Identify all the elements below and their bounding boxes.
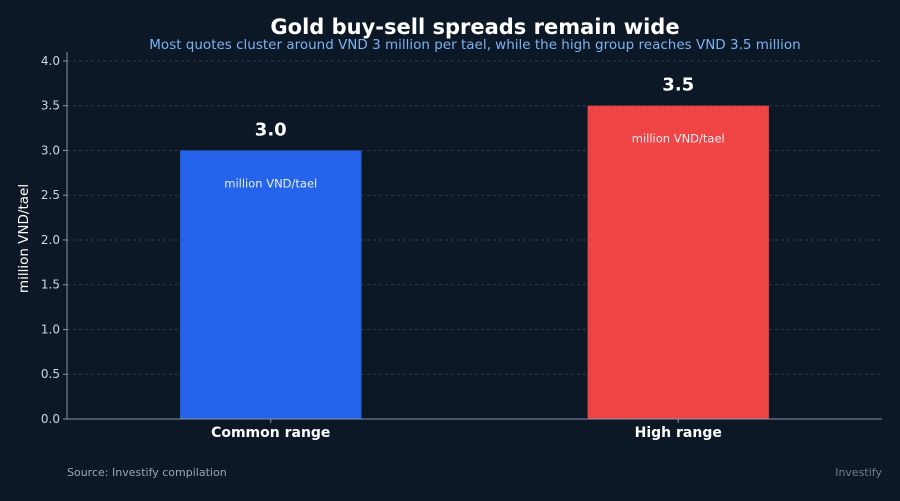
y-tick-label: 1.5 — [41, 278, 60, 292]
bars: 3.0 million VND/tael Common range 3.5 millio… — [180, 75, 769, 441]
bar — [587, 105, 769, 420]
y-tick-label: 0.5 — [41, 367, 60, 381]
y-tick-label: 3.5 — [41, 99, 60, 113]
x-tick-label: High range — [635, 425, 722, 441]
bar-value-label: 3.0 — [255, 119, 287, 140]
chart-subtitle: Most quotes cluster around VND 3 million… — [149, 37, 800, 53]
bar — [180, 150, 362, 419]
y-tick-label: 0.0 — [41, 412, 60, 426]
y-tick-label: 3.0 — [41, 143, 60, 157]
y-axis-title: million VND/tael — [16, 184, 32, 293]
y-tick-label: 4.0 — [41, 54, 60, 68]
y-tick-label: 2.5 — [41, 188, 60, 202]
y-tick-label: 2.0 — [41, 233, 60, 247]
bar-unit-label: million VND/tael — [632, 132, 725, 146]
source-note: Source: Investify compilation — [67, 466, 227, 479]
chart-title: Gold buy-sell spreads remain wide — [270, 15, 679, 39]
x-tick-label: Common range — [211, 425, 330, 441]
y-tick-label: 1.0 — [41, 322, 60, 336]
brand-watermark: Investify — [835, 466, 882, 479]
y-axis-ticks: 0.0 0.5 1.0 1.5 2.0 2.5 3.0 3.5 4.0 — [41, 54, 67, 426]
bar-value-label: 3.5 — [662, 75, 694, 96]
bar-unit-label: million VND/tael — [224, 176, 317, 190]
